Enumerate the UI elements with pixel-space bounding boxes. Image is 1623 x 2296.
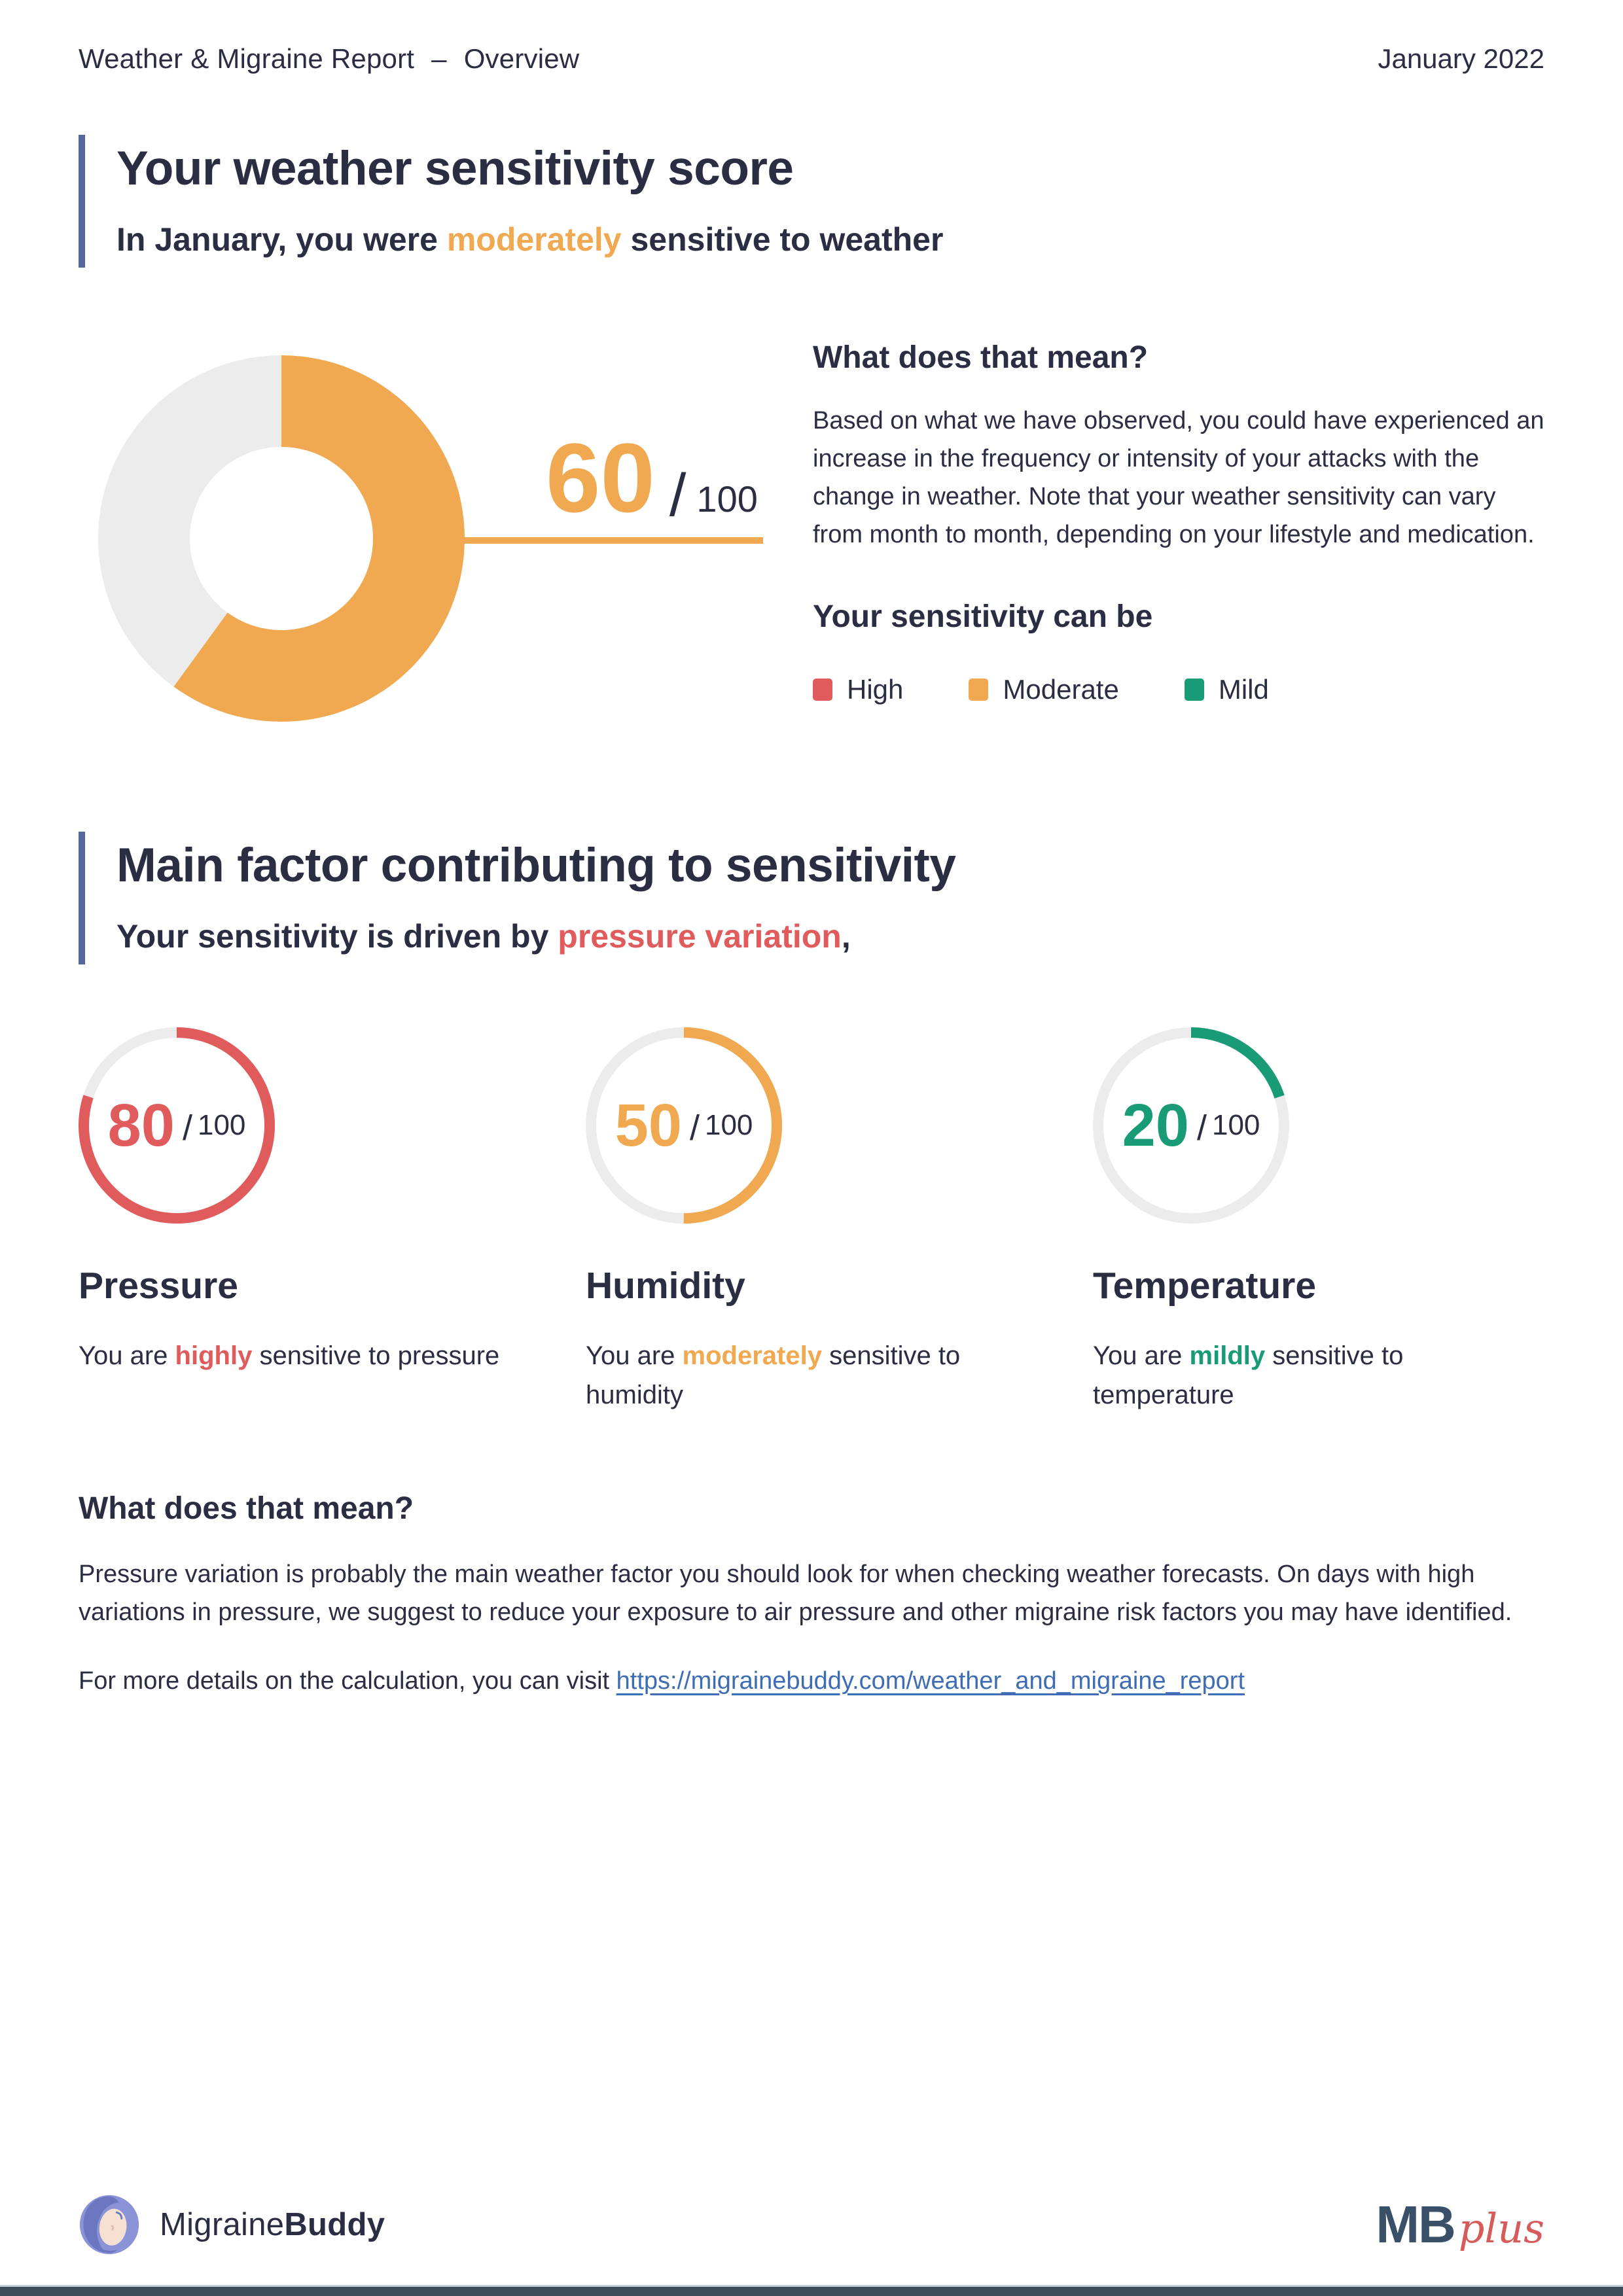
humidity-desc-suffix: sensitive to humidity — [586, 1341, 961, 1409]
link-prefix: For more details on the calculation, you… — [79, 1667, 616, 1695]
humidity-score-value: 50 — [615, 1092, 682, 1159]
meaning-section: What does that mean? Pressure variation … — [79, 1491, 1544, 1700]
temperature-desc-highlight: mildly — [1189, 1341, 1266, 1370]
humidity-gauge-readout: 50 / 100 — [586, 1027, 782, 1224]
sensitivity-score-donut-chart — [98, 355, 465, 722]
migrainebuddy-logo-icon — [79, 2195, 139, 2255]
factor-section-title: Main factor contributing to sensitivity — [116, 839, 956, 892]
subtitle-highlight-moderately: moderately — [446, 221, 622, 258]
sensitivity-section-subtitle: In January, you were moderately sensitiv… — [116, 221, 1544, 258]
pressure-score-value: 80 — [107, 1092, 175, 1159]
factor-card-pressure: 80 / 100 Pressure You are highly sensiti… — [79, 1027, 586, 1415]
score-value: 60 — [546, 423, 655, 533]
score-slash: / — [669, 462, 687, 529]
migrainebuddy-report-link[interactable]: https://migrainebuddy.com/weather_and_mi… — [616, 1667, 1245, 1695]
subtitle-prefix: In January, you were — [116, 221, 447, 258]
pressure-gauge-readout: 80 / 100 — [79, 1027, 275, 1224]
humidity-gauge-svg — [586, 1027, 782, 1224]
pressure-factor-description: You are highly sensitive to pressure — [79, 1336, 512, 1375]
score-max: 100 — [696, 478, 758, 520]
brand-regular: Migraine — [160, 2207, 285, 2242]
migrainebuddy-wordmark: MigraineBuddy — [160, 2206, 385, 2243]
score-explanation-column: What does that mean? Based on what we ha… — [813, 340, 1544, 705]
legend-item-high: High — [813, 674, 903, 705]
humidity-gauge-chart: 50 / 100 — [586, 1027, 782, 1224]
humidity-score-max: 100 — [704, 1109, 753, 1141]
temperature-score-slash: / — [1196, 1108, 1207, 1148]
legend-item-moderate: Moderate — [969, 673, 1119, 705]
header-title-group: Weather & Migraine Report – Overview — [79, 43, 579, 75]
pressure-score-slash: / — [182, 1108, 192, 1148]
factor-subtitle-suffix: , — [841, 918, 851, 955]
brand-bold: Buddy — [284, 2207, 385, 2242]
mb-mark: MB — [1376, 2195, 1455, 2253]
factor-card-temperature: 20 / 100 Temperature You are mildly sens… — [1093, 1027, 1544, 1415]
calculation-details-line: For more details on the calculation, you… — [79, 1663, 1544, 1700]
pressure-factor-name: Pressure — [79, 1265, 239, 1307]
temperature-gauge-readout: 20 / 100 — [1093, 1027, 1289, 1224]
meaning-body: Pressure variation is probably the main … — [79, 1561, 1512, 1627]
humidity-factor-name: Humidity — [586, 1265, 745, 1307]
temperature-gauge-chart: 20 / 100 — [1093, 1027, 1289, 1224]
temperature-score-value: 20 — [1122, 1092, 1189, 1159]
score-readout: 60 / 100 — [454, 429, 763, 544]
bottom-accent-bar — [0, 2285, 1623, 2296]
humidity-factor-description: You are moderately sensitive to humidity — [586, 1336, 1019, 1415]
temperature-score-max: 100 — [1211, 1109, 1260, 1141]
report-date: January 2022 — [1378, 43, 1544, 74]
title-separator: – — [431, 43, 447, 74]
temperature-factor-name: Temperature — [1093, 1265, 1317, 1307]
migrainebuddy-brand: MigraineBuddy — [79, 2194, 385, 2255]
page-header: Weather & Migraine Report – Overview Jan… — [79, 0, 1544, 75]
score-row: 60 / 100 What does that mean? Based on w… — [79, 340, 1544, 722]
pressure-desc-prefix: You are — [79, 1341, 175, 1370]
plus-mark: plus — [1458, 2204, 1544, 2252]
subtitle-suffix: sensitive to weather — [621, 221, 944, 258]
report-page: Weather & Migraine Report – Overview Jan… — [79, 0, 1544, 1700]
legend-heading: Your sensitivity can be — [813, 599, 1153, 634]
factor-section-header: Main factor contributing to sensitivity … — [79, 832, 1544, 964]
moderate-color-swatch — [969, 678, 989, 701]
temperature-desc-prefix: You are — [1093, 1341, 1190, 1370]
page-footer: MigraineBuddy MB plus — [79, 2194, 1544, 2255]
pressure-gauge-svg — [79, 1027, 275, 1224]
pressure-desc-suffix: sensitive to pressure — [252, 1341, 500, 1370]
pressure-gauge-chart: 80 / 100 — [79, 1027, 275, 1224]
legend-label-high: High — [847, 673, 904, 705]
factor-subtitle-highlight: pressure variation — [558, 918, 842, 955]
factor-gauges-row: 80 / 100 Pressure You are highly sensiti… — [79, 1027, 1544, 1415]
legend-item-mild: Mild — [1184, 673, 1269, 705]
page-name: Overview — [463, 43, 580, 74]
meaning-heading: What does that mean? — [79, 1491, 414, 1526]
mild-color-swatch — [1184, 678, 1204, 701]
legend-label-mild: Mild — [1218, 673, 1269, 705]
factor-subtitle-prefix: Your sensitivity is driven by — [116, 918, 558, 955]
temperature-gauge-svg — [1093, 1027, 1289, 1224]
sensitivity-section-header: Your weather sensitivity score In Januar… — [79, 135, 1544, 268]
humidity-desc-highlight: moderately — [682, 1341, 822, 1370]
factor-card-humidity: 50 / 100 Humidity You are moderately sen… — [586, 1027, 1093, 1415]
temperature-factor-description: You are mildly sensitive to temperature — [1093, 1336, 1526, 1415]
humidity-score-slash: / — [689, 1108, 700, 1148]
pressure-desc-highlight: highly — [175, 1341, 253, 1370]
factor-section-subtitle: Your sensitivity is driven by pressure v… — [116, 917, 1544, 955]
mb-plus-logo: MB plus — [1376, 2195, 1544, 2255]
explain-body: Based on what we have observed, you coul… — [813, 407, 1544, 549]
explain-heading: What does that mean? — [813, 340, 1149, 375]
pressure-score-max: 100 — [197, 1109, 246, 1141]
legend-label-moderate: Moderate — [1003, 673, 1119, 705]
sensitivity-section-title: Your weather sensitivity score — [116, 142, 794, 195]
temperature-desc-suffix: sensitive to temperature — [1093, 1341, 1404, 1409]
sensitivity-legend: High Moderate Mild — [813, 674, 1544, 705]
report-title: Weather & Migraine Report — [79, 43, 415, 74]
high-color-swatch — [813, 678, 832, 701]
humidity-desc-prefix: You are — [586, 1341, 683, 1370]
